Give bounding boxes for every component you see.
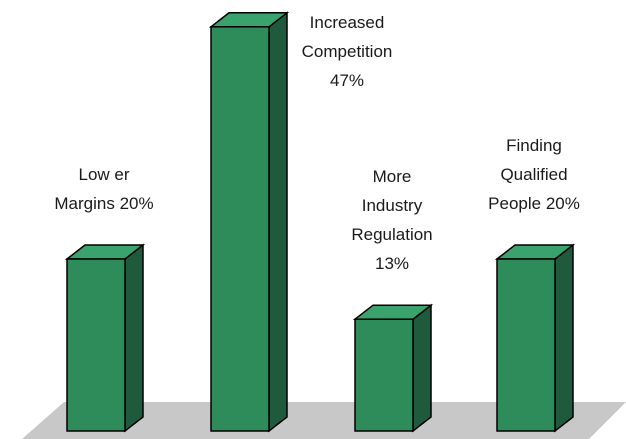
bar-side-face	[554, 243, 574, 433]
data-label-3: More Industry Regulation 13%	[351, 167, 432, 273]
bar-front-face	[496, 258, 556, 432]
bar-4	[494, 243, 576, 433]
data-label-line: Increased	[310, 13, 385, 32]
bar-side-face	[268, 11, 288, 433]
chart-floor	[22, 402, 626, 439]
data-label-line: People 20%	[488, 194, 580, 213]
data-label-line: Low er	[78, 165, 129, 184]
data-label-1: Low er Margins 20%	[54, 165, 153, 213]
bar-3	[352, 303, 434, 433]
bar-side-face	[124, 243, 144, 433]
data-label-line: 47%	[330, 71, 364, 90]
data-label-2: Increased Competition 47%	[302, 13, 393, 90]
bars-group	[64, 11, 576, 433]
data-label-line: Qualified	[500, 165, 567, 184]
data-label-4: Finding Qualified People 20%	[488, 136, 580, 213]
data-label-line: More	[373, 167, 412, 186]
bar-front-face	[210, 26, 270, 432]
data-label-line: Margins 20%	[54, 194, 153, 213]
data-label-line: Regulation	[351, 225, 432, 244]
data-label-line: Competition	[302, 42, 393, 61]
data-label-line: 13%	[375, 254, 409, 273]
bar-front-face	[66, 258, 126, 432]
data-label-line: Industry	[362, 196, 423, 215]
data-label-line: Finding	[506, 136, 562, 155]
data-labels-group: Low er Margins 20% Increased Competition 47%…	[54, 13, 579, 273]
bar-2	[208, 11, 290, 433]
bar-front-face	[354, 318, 414, 432]
bar-side-face	[412, 303, 432, 433]
bar-1	[64, 243, 146, 433]
